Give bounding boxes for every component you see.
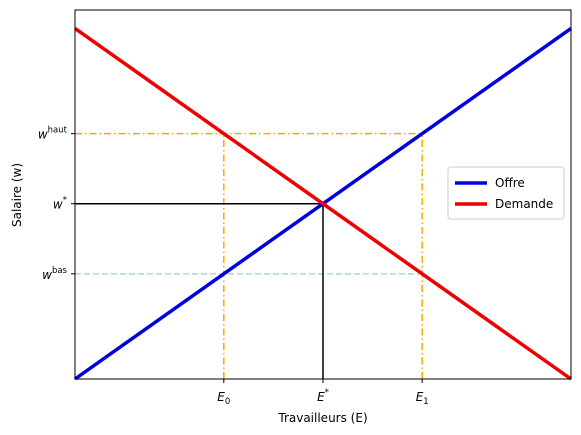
y-tick-label: w* bbox=[53, 196, 67, 212]
x-tick-label: E0 bbox=[217, 390, 230, 407]
x-tick-label: E1 bbox=[416, 390, 429, 407]
series-lines bbox=[73, 27, 573, 381]
y-tick-label: wbas bbox=[42, 266, 67, 282]
y-tick-label: whaut bbox=[38, 126, 68, 142]
x-tick-label: E* bbox=[317, 388, 329, 404]
x-axis-ticks: E0 E* E1 bbox=[217, 379, 429, 407]
reference-lines bbox=[75, 132, 423, 379]
legend: Offre Demande bbox=[447, 166, 565, 220]
legend-label-demande: Demande bbox=[495, 197, 553, 211]
series-line-demande bbox=[73, 27, 573, 381]
legend-label-offre: Offre bbox=[495, 176, 525, 190]
x-axis-title: Travailleurs (E) bbox=[277, 411, 367, 425]
y-axis-ticks: wbas w* whaut bbox=[38, 126, 75, 282]
legend-frame bbox=[447, 166, 565, 220]
y-axis-title: Salaire (w) bbox=[10, 163, 24, 227]
